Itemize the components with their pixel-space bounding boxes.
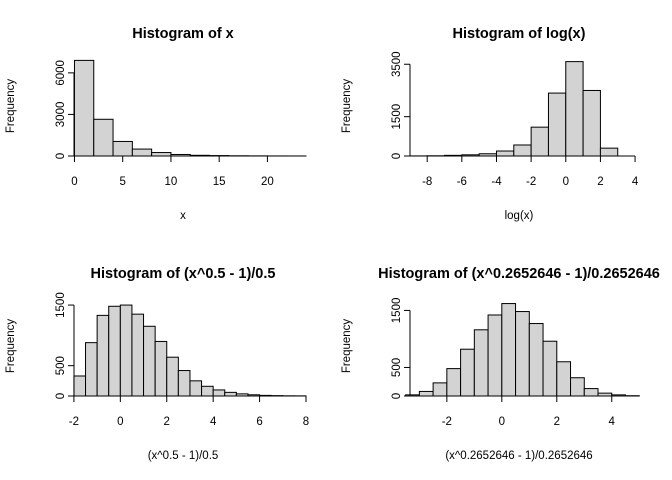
x-tick-label: -2	[69, 416, 79, 428]
histogram-bar	[73, 375, 87, 397]
x-tick-label: 4	[632, 176, 639, 188]
histogram-bar	[93, 118, 114, 157]
panel-sqrt-transform: Histogram of (x^0.5 - 1)/0.5 (x^0.5 - 1)…	[5, 266, 275, 462]
histogram-bar	[154, 340, 168, 397]
histogram-0: 0 5 10 15 20 0 3000 6000	[55, 59, 307, 188]
x-tick-label: -2	[526, 176, 536, 188]
histogram-bar	[131, 313, 145, 397]
histogram-bar	[131, 148, 153, 157]
histogram-bar	[570, 377, 585, 397]
histogram-bar	[582, 89, 601, 157]
x-axis-label: x	[180, 210, 186, 222]
histogram-bar	[177, 370, 191, 397]
histogram-bar	[212, 389, 226, 397]
chart-title: Histogram of x	[132, 26, 234, 42]
x-tick-label: -6	[457, 176, 467, 188]
y-axis-label: Frequency	[341, 79, 353, 134]
y-tick-label: 500	[391, 358, 403, 377]
x-tick-label: 4	[210, 416, 217, 428]
histogram-bar	[556, 361, 572, 397]
histogram-bar	[515, 311, 530, 397]
x-tick-label: 15	[213, 176, 226, 188]
y-tick-label: 1500	[55, 292, 67, 318]
histogram-bar	[418, 390, 434, 397]
histogram-bar	[446, 368, 462, 397]
y-tick-label: 1500	[391, 104, 403, 130]
y-axis-label: Frequency	[5, 319, 17, 374]
histogram-bar	[611, 394, 627, 397]
x-tick-label: 10	[165, 176, 178, 188]
chart-title: Histogram of (x^0.2652646 - 1)/0.2652646	[378, 266, 660, 282]
panel-logx: Histogram of log(x) log(x) Frequency	[341, 26, 586, 222]
histogram-bar	[201, 385, 214, 397]
histogram-bar	[432, 382, 448, 397]
histogram-bar	[85, 342, 98, 397]
histogram-bar	[166, 356, 179, 397]
histogram-2: -2 0 2 4 6 8 0 500 1500	[55, 292, 309, 428]
histogram-bar	[73, 59, 95, 157]
histogram-1: -8 -6 -4 -2 0 2 4 0 1500 3500	[391, 51, 639, 188]
y-tick-label: 500	[55, 356, 67, 375]
y-tick-label: 0	[55, 153, 67, 159]
histogram-3: -2 0 2 4 0 500 1500	[391, 298, 640, 428]
y-tick-label: 3500	[391, 51, 403, 77]
x-tick-label: 2	[164, 416, 170, 428]
histogram-bar	[487, 314, 503, 397]
histogram-bar	[112, 140, 133, 157]
chart-title: Histogram of log(x)	[453, 26, 586, 42]
x-tick-label: 4	[609, 416, 616, 428]
histogram-bar	[189, 380, 203, 397]
histogram-bar	[599, 147, 619, 157]
x-tick-label: 8	[303, 416, 309, 428]
x-tick-label: 6	[256, 416, 262, 428]
histogram-bar	[583, 388, 599, 397]
y-axis-label: Frequency	[341, 319, 353, 374]
x-tick-label: 2	[597, 176, 603, 188]
x-tick-label: 0	[563, 176, 569, 188]
x-axis-label: (x^0.2652646 - 1)/0.2652646	[445, 450, 592, 462]
chart-title: Histogram of (x^0.5 - 1)/0.5	[91, 266, 276, 282]
histogram-bar	[108, 305, 121, 397]
x-tick-label: -4	[491, 176, 502, 188]
histogram-bar	[501, 303, 517, 397]
histogram-bar	[528, 323, 544, 397]
y-tick-label: 3000	[55, 102, 67, 128]
y-tick-label: 1500	[391, 298, 403, 324]
y-tick-label: 0	[55, 393, 67, 399]
x-tick-label: -8	[422, 176, 432, 188]
x-tick-label: 2	[554, 416, 560, 428]
x-axis-label: (x^0.5 - 1)/0.5	[148, 450, 219, 462]
histogram-bar	[119, 304, 133, 397]
x-axis-label: log(x)	[505, 210, 534, 222]
panel-x: Histogram of x x Frequency	[5, 26, 234, 222]
x-tick-label: 0	[117, 416, 123, 428]
y-tick-label: 0	[391, 393, 403, 399]
histogram-bar	[513, 144, 532, 157]
histogram-bar	[542, 340, 558, 397]
x-tick-label: 5	[120, 176, 126, 188]
histogram-bar	[143, 325, 156, 397]
panel-boxcox-transform: Histogram of (x^0.2652646 - 1)/0.2652646…	[341, 266, 660, 462]
histogram-bar	[151, 152, 172, 157]
histogram-bar	[530, 126, 549, 157]
histogram-bar	[460, 348, 475, 397]
histogram-bar	[473, 329, 489, 397]
x-tick-label: 0	[499, 416, 505, 428]
histogram-bar	[96, 314, 110, 397]
histogram-bar	[495, 150, 515, 157]
y-tick-label: 6000	[55, 60, 67, 86]
histogram-bar	[565, 61, 584, 157]
x-tick-label: -2	[442, 416, 452, 428]
y-tick-label: 0	[391, 153, 403, 159]
x-tick-label: 20	[261, 176, 274, 188]
histogram-bar	[224, 391, 237, 397]
x-tick-label: 0	[71, 176, 77, 188]
y-axis-label: Frequency	[5, 79, 17, 134]
histogram-bar	[547, 92, 567, 157]
